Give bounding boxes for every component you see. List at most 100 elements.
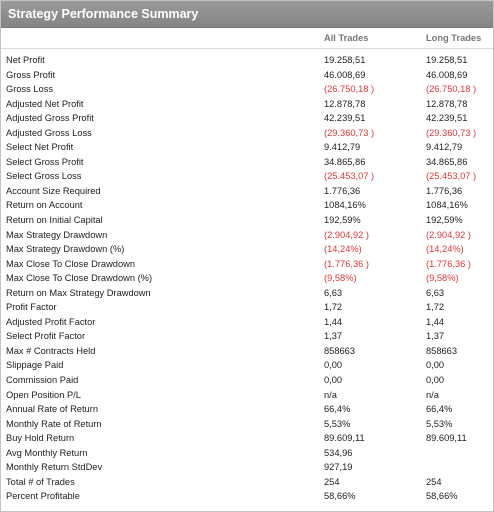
metric-label: Net Profit (6, 55, 45, 65)
long-trades-value: 6,63 (426, 287, 445, 298)
table-row: Annual Rate of Return 66,4% 66,4% (1, 402, 493, 417)
long-trades-value: 0,00 (426, 375, 445, 386)
all-trades-value: 0,00 (324, 360, 343, 371)
long-trades-value: (9,58%) (426, 273, 459, 284)
all-trades-value: 19.258,51 (324, 55, 366, 65)
all-trades-value: 858663 (324, 345, 356, 356)
metric-label: Return on Max Strategy Drawdown (6, 287, 151, 298)
table-row: Avg Monthly Return 534,96 (1, 446, 493, 461)
all-trades-value: 66,4% (324, 404, 351, 415)
long-trades-value: 5,53% (426, 418, 453, 429)
table-row: Buy Hold Return 89.609,11 89.609,11 (1, 431, 493, 446)
long-trades-value: (26.750,18 ) (426, 84, 477, 95)
all-trades-value: 58,66% (324, 491, 356, 502)
table-row: Adjusted Gross Profit 42.239,51 42.239,51 (1, 111, 493, 126)
metric-label: Annual Rate of Return (6, 404, 98, 415)
all-trades-value: 192,59% (324, 215, 361, 226)
metric-label: Return on Initial Capital (6, 215, 103, 226)
all-trades-value: 1,37 (324, 331, 343, 342)
metric-label: Open Position P/L (6, 389, 81, 400)
long-trades-value: (29.360,73 ) (426, 127, 477, 138)
all-trades-value: 5,53% (324, 418, 351, 429)
all-trades-value: 42.239,51 (324, 113, 366, 124)
metric-label: Max Strategy Drawdown (%) (6, 244, 125, 255)
table-row: Account Size Required 1.776,36 1.776,36 (1, 184, 493, 199)
table-row: Monthly Return StdDev 927,19 (1, 460, 493, 475)
metric-label: Return on Account (6, 200, 83, 211)
metric-label: Profit Factor (6, 302, 57, 313)
long-trades-value: 46.008,69 (426, 69, 468, 80)
all-trades-value: 46.008,69 (324, 69, 366, 80)
long-trades-value: (1.776,36 ) (426, 258, 471, 269)
all-trades-value: (2.904,92 ) (324, 229, 369, 240)
long-trades-value: 34.865,86 (426, 156, 468, 167)
metric-label: Select Net Profit (6, 142, 74, 153)
metric-label: Account Size Required (6, 185, 101, 196)
metric-label: Monthly Return StdDev (6, 462, 103, 473)
long-trades-value: 9.412,79 (426, 142, 463, 153)
all-trades-value: 927,19 (324, 462, 353, 473)
metric-label: Select Gross Loss (6, 171, 82, 182)
all-trades-value: (25.453,07 ) (324, 171, 375, 182)
long-trades-value: 858663 (426, 345, 458, 356)
metric-label: Adjusted Profit Factor (6, 316, 96, 327)
metric-label: Select Gross Profit (6, 156, 84, 167)
all-trades-value: 0,00 (324, 375, 343, 386)
all-trades-value: 89.609,11 (324, 433, 365, 444)
all-trades-value: 1,44 (324, 316, 343, 327)
long-trades-value: (25.453,07 ) (426, 171, 477, 182)
column-header-all-trades: All Trades (324, 33, 369, 43)
metric-label: Commission Paid (6, 375, 79, 386)
all-trades-value: 1,72 (324, 302, 343, 313)
metric-label: Max Close To Close Drawdown (%) (6, 273, 153, 284)
metric-label: Max Close To Close Drawdown (6, 258, 136, 269)
table-row: Profit Factor 1,72 1,72 (1, 300, 493, 315)
long-trades-value: 12.878,78 (426, 98, 468, 109)
long-trades-value: 1,37 (426, 331, 445, 342)
metric-label: Max Strategy Drawdown (6, 229, 108, 240)
table-row: Max Strategy Drawdown (%) (14,24%) (14,24%… (1, 242, 493, 257)
table-row: Gross Profit 46.008,69 46.008,69 (1, 68, 493, 83)
all-trades-value: 6,63 (324, 287, 343, 298)
table-row: Percent Profitable 58,66% 58,66% (1, 489, 493, 504)
long-trades-value: (14,24%) (426, 244, 464, 255)
long-trades-value: n/a (426, 389, 439, 400)
metric-label: Total # of Trades (6, 476, 75, 487)
metric-label: Buy Hold Return (6, 433, 75, 444)
table-row: Select Net Profit 9.412,79 9.412,79 (1, 140, 493, 155)
long-trades-value: 19.258,51 (426, 55, 468, 65)
all-trades-value: 1.776,36 (324, 185, 361, 196)
table-row: Max Close To Close Drawdown (%) (9,58%) (9… (1, 271, 493, 286)
table-row: Select Profit Factor 1,37 1,37 (1, 329, 493, 344)
long-trades-value: 192,59% (426, 215, 463, 226)
table-row: Commission Paid 0,00 0,00 (1, 373, 493, 388)
table-row: Select Gross Profit 34.865,86 34.865,86 (1, 155, 493, 170)
metric-label: Adjusted Gross Loss (6, 127, 92, 138)
all-trades-value: 12.878,78 (324, 98, 366, 109)
table-row: Select Gross Loss (25.453,07 ) (25.453,07 … (1, 169, 493, 184)
table-row: Slippage Paid 0,00 0,00 (1, 358, 493, 373)
metric-label: Select Profit Factor (6, 331, 86, 342)
all-trades-value: (14,24%) (324, 244, 362, 255)
long-trades-value: 0,00 (426, 360, 445, 371)
table-row: Return on Max Strategy Drawdown 6,63 6,63 (1, 286, 493, 301)
all-trades-value: 34.865,86 (324, 156, 366, 167)
all-trades-value: (9,58%) (324, 273, 357, 284)
metric-label: Monthly Rate of Return (6, 418, 102, 429)
metric-label: Gross Profit (6, 69, 56, 80)
all-trades-value: 254 (324, 476, 340, 487)
all-trades-value: (26.750,18 ) (324, 84, 375, 95)
long-trades-value: 66,4% (426, 404, 453, 415)
long-trades-value: 254 (426, 476, 442, 487)
metric-label: Max # Contracts Held (6, 345, 96, 356)
metric-label: Slippage Paid (6, 360, 64, 371)
table-row: Return on Account 1084,16% 1084,16% (1, 198, 493, 213)
table-row: Adjusted Net Profit 12.878,78 12.878,78 (1, 97, 493, 112)
long-trades-value: 1,44 (426, 316, 445, 327)
long-trades-value: 58,66% (426, 491, 458, 502)
long-trades-value: 1084,16% (426, 200, 468, 211)
metrics-table: Net Profit 19.258,51 19.258,51 Gross Profit… (1, 53, 493, 504)
long-trades-value: 89.609,11 (426, 433, 467, 444)
long-trades-value: (2.904,92 ) (426, 229, 471, 240)
